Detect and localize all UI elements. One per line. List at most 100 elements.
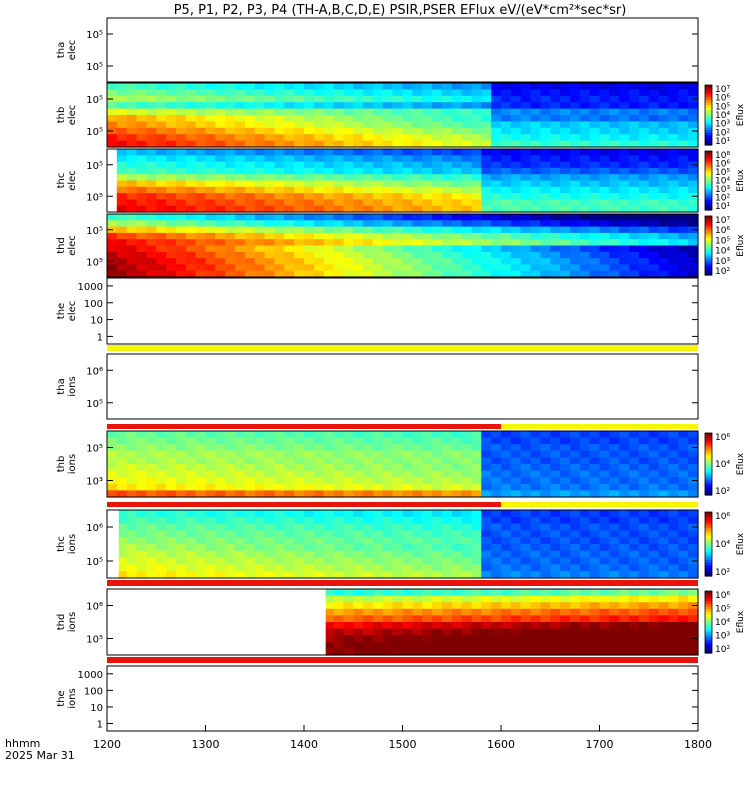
spectrogram-cell: [313, 174, 325, 182]
spectrogram-cell: [353, 615, 364, 623]
spectrogram-cell: [422, 245, 433, 253]
colorbar-segment: [705, 205, 712, 209]
spectrogram-cell: [481, 186, 492, 194]
spectrogram-cell: [599, 464, 610, 472]
panel-label-probe: tha: [56, 378, 67, 394]
spectrogram-cell: [323, 121, 335, 129]
spectrogram-cell: [550, 615, 561, 623]
spectrogram-cell: [254, 523, 266, 531]
spectrogram-cell: [422, 564, 433, 572]
colorbar-segment: [705, 565, 712, 569]
spectrogram-cell: [156, 121, 167, 129]
spectrogram-cell: [175, 537, 187, 545]
spectrogram-cell: [550, 214, 561, 221]
spectrogram-cell: [658, 483, 669, 491]
spectrogram-cell: [471, 232, 482, 240]
spectrogram-cell: [363, 102, 374, 110]
spectrogram-cell: [136, 437, 147, 445]
spectrogram-cell: [432, 140, 443, 148]
spectrogram-cell: [156, 167, 167, 175]
spectrogram-cell: [382, 544, 394, 552]
spectrogram-cell: [481, 530, 492, 538]
spectrogram-cell: [432, 510, 443, 518]
spectrogram-cell: [264, 199, 275, 207]
colorbar-segment: [705, 554, 712, 558]
spectrogram-cell: [274, 470, 285, 478]
spectrogram-cell: [294, 121, 305, 129]
spectrogram-cell: [323, 544, 335, 552]
spectrogram-cell: [609, 205, 620, 213]
spectrogram-cell: [530, 550, 541, 559]
colorbar-label: Eflux: [736, 169, 746, 192]
panel-label-species: ions: [67, 376, 78, 396]
spectrogram-cell: [471, 199, 482, 207]
spectrogram-cell: [481, 83, 492, 90]
spectrogram-cell: [225, 457, 236, 465]
spectrogram-cell: [422, 220, 433, 228]
spectrogram-cell: [638, 149, 650, 156]
spectrogram-cell: [254, 167, 266, 175]
spectrogram-cell: [629, 180, 640, 188]
spectrogram-cell: [107, 239, 118, 247]
spectrogram-cell: [619, 530, 630, 538]
spectrogram-cell: [244, 180, 256, 188]
colorbar-segment: [705, 435, 712, 439]
spectrogram-cell: [166, 186, 177, 194]
spectrogram-cell: [688, 464, 699, 472]
spectrogram-cell: [264, 239, 275, 247]
spectrogram-cell: [195, 537, 207, 545]
spectrogram-cell: [284, 251, 295, 259]
spectrogram-cell: [333, 457, 344, 465]
spectrogram-cell: [638, 589, 650, 597]
spectrogram-cell: [195, 270, 207, 278]
spectrogram-cells: [118, 510, 699, 579]
spectrogram-cell: [363, 251, 374, 259]
spectrogram-cell: [560, 641, 571, 649]
spectrogram-cell: [363, 245, 374, 253]
spectrogram-cell: [491, 470, 502, 478]
spectrogram-cell: [540, 550, 551, 559]
spectrogram-cell: [441, 641, 453, 649]
spectrogram-cell: [304, 431, 315, 439]
spectrogram-cell: [422, 595, 433, 603]
spectrogram-cell: [648, 220, 660, 228]
spectrogram-cell: [126, 537, 138, 545]
spectrogram-cell: [441, 127, 453, 135]
spectrogram-cell: [402, 186, 413, 194]
panel-frame: [106, 665, 699, 732]
spectrogram-cell: [402, 595, 413, 603]
spectrogram-cell: [156, 251, 167, 259]
spectrogram-cell: [392, 464, 404, 472]
colorbar-segment: [705, 560, 712, 564]
spectrogram-cell: [205, 557, 216, 565]
spectrogram-cell: [244, 450, 256, 458]
spectrogram-cell: [648, 239, 660, 247]
colorbar-segment: [705, 487, 712, 491]
spectrogram-cell: [205, 523, 216, 531]
spectrogram-cell: [392, 115, 404, 122]
colorbar-tick-label: 10⁶: [715, 512, 730, 522]
spectrogram-cell: [570, 483, 581, 491]
spectrogram-cell: [638, 490, 650, 498]
spectrogram-cell: [185, 516, 197, 525]
colorbar-segment: [705, 110, 712, 114]
spectrogram-cell: [451, 264, 463, 272]
spectrogram-cell: [609, 226, 620, 234]
spectrogram-cell: [313, 199, 325, 207]
y-tick-label: 10⁵: [86, 226, 103, 237]
spectrogram-cell: [412, 258, 423, 265]
spectrogram-cell: [589, 628, 601, 636]
spectrogram-cell: [461, 102, 473, 110]
spectrogram-cell: [412, 167, 423, 175]
spectrogram-cell: [648, 641, 660, 649]
spectrogram-cell: [629, 167, 640, 175]
spectrogram-cell: [668, 102, 679, 110]
spectrogram-cell: [540, 544, 551, 552]
spectrogram-cell: [304, 180, 315, 188]
spectrogram-cell: [629, 537, 640, 545]
spectrogram-cell: [481, 431, 492, 439]
colorbar-segment: [705, 647, 712, 651]
spectrogram-cell: [668, 121, 679, 129]
spectrogram-cell: [619, 232, 630, 240]
spectrogram-cell: [560, 622, 571, 630]
